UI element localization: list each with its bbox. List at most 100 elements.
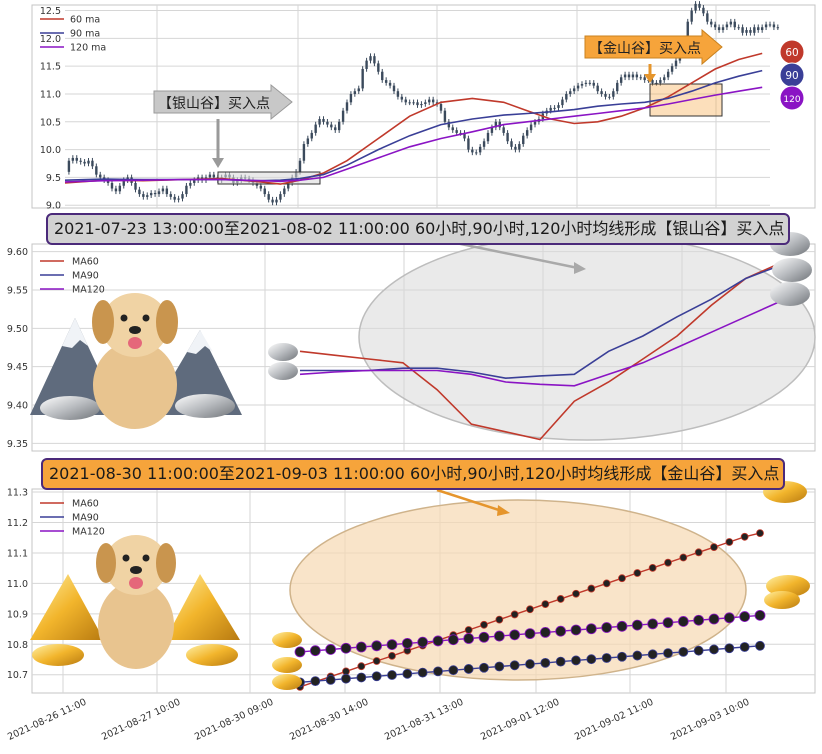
candle-body (310, 132, 313, 139)
bot-point-ma120 (401, 637, 413, 649)
silver-highlight-ellipse (358, 233, 816, 441)
x-tick-label: 2021-09-03 10:00 (669, 697, 751, 743)
gold-ingot-marker-icon (272, 632, 302, 648)
silver-banner-pointer-head (574, 262, 586, 274)
bot-point-ma120 (371, 640, 383, 652)
dog-tongue-icon (128, 337, 142, 349)
gold-zoom-panel: 10.7 10.8 10.9 11.0 11.1 11.2 11.3 2021-08-26 … (6, 481, 816, 743)
gold-ingot-marker-icon (764, 591, 800, 609)
candle-body (161, 188, 165, 192)
gold-dog-ear-right-icon (156, 543, 176, 583)
gold-arrow-shape (584, 28, 723, 66)
bot-point-ma60 (633, 569, 642, 577)
y-tick-label: 9.60 (7, 247, 28, 258)
candle-body (185, 185, 188, 195)
candle-body (584, 82, 588, 84)
gold-dog-body-icon (98, 581, 174, 669)
top-legend: 60 ma 90 ma 120 ma (40, 15, 106, 54)
candle-body (149, 192, 153, 196)
candle-body (181, 194, 184, 199)
bot-point-ma60 (740, 532, 749, 541)
candle-body (67, 160, 71, 172)
candle-body (482, 141, 486, 147)
candle-body (384, 80, 388, 83)
gold-dog-nose-icon (130, 566, 142, 574)
bot-point-ma90 (325, 675, 336, 685)
gold-dog-eye-right-icon (142, 554, 150, 562)
candle-body (146, 195, 149, 197)
bot-point-ma90 (632, 650, 643, 661)
candle-body (95, 166, 98, 175)
candle-body (420, 103, 423, 106)
badge-ma90-label: 90 (785, 70, 798, 82)
candle-body (725, 24, 729, 28)
bot-point-ma120 (616, 620, 628, 632)
x-tick-label: 2021-08-31 13:00 (383, 697, 465, 743)
candle-body (455, 130, 458, 133)
bot-legend-label-ma60: MA60 (72, 499, 99, 510)
bot-point-ma60 (357, 662, 366, 671)
candle-body (306, 138, 310, 145)
candle-body (502, 127, 505, 133)
silver-ingot-marker-icon (772, 258, 812, 282)
bot-point-ma120 (539, 627, 551, 638)
bot-point-ma120 (432, 635, 444, 647)
gold-banner-pointer-head (497, 505, 510, 516)
bot-point-ma90 (709, 644, 719, 655)
candle-body (377, 63, 380, 72)
bot-point-ma90 (509, 660, 520, 671)
candle-body (388, 82, 392, 86)
x-tick-label: 2021-09-02 11:00 (573, 697, 655, 743)
candle-body (349, 93, 353, 103)
candle-body (298, 160, 302, 172)
bot-point-ma90 (663, 648, 673, 659)
candle-body (400, 96, 404, 100)
bot-point-ma60 (372, 657, 381, 665)
mid-line-ma60 (299, 262, 781, 441)
candle-body (404, 99, 407, 103)
candle-body (706, 13, 709, 22)
candle-body (670, 66, 674, 72)
bot-point-ma60 (664, 558, 672, 567)
candle-body (569, 91, 572, 94)
bot-point-ma90 (310, 676, 321, 687)
silver-ingot-marker-icon (268, 343, 298, 361)
candle-body (412, 102, 415, 104)
ma-line-120ma (64, 86, 763, 183)
candle-body (467, 138, 470, 150)
gold-ingot-right-icon (186, 644, 238, 666)
bot-point-ma60 (694, 548, 703, 557)
candle-body (616, 82, 619, 92)
candle-body (635, 74, 639, 78)
bot-point-ma60 (725, 538, 734, 546)
candle-body (189, 182, 192, 186)
candle-body (142, 194, 145, 197)
candle-body (486, 132, 490, 142)
ma-end-badges: 60 90 120 (779, 39, 805, 111)
candle-body (702, 7, 705, 14)
candle-body (698, 3, 701, 8)
candle-body (208, 174, 212, 178)
candle-body (79, 160, 82, 162)
candle-body (490, 127, 494, 133)
gold-ingot-left-icon (32, 644, 84, 666)
bot-point-ma60 (602, 579, 611, 588)
candle-body (314, 124, 317, 133)
gold-arrow-label: 【金山谷】买入点 (589, 41, 701, 57)
candle-body (588, 82, 592, 84)
bot-point-ma120 (647, 618, 659, 630)
candle-body (729, 21, 733, 25)
top-y-axis: 9.0 9.5 10.0 10.5 11.0 11.5 12.0 12.5 (40, 6, 61, 212)
candle-body (259, 185, 263, 189)
bot-point-ma120 (294, 646, 306, 658)
candle-body (776, 27, 780, 29)
candle-body (365, 60, 368, 69)
dog-body-icon (93, 341, 177, 429)
candle-body (99, 174, 102, 178)
y-tick-label: 11.2 (7, 518, 28, 529)
silver-dog-illustration (30, 293, 242, 429)
candle-body (463, 132, 466, 139)
y-tick-label: 12.0 (40, 34, 61, 45)
candle-body (506, 132, 509, 142)
candle-body (498, 121, 501, 128)
